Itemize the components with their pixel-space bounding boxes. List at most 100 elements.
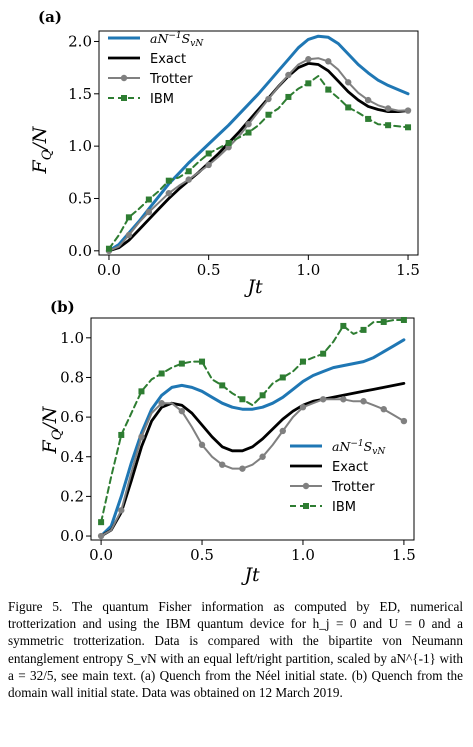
data-point [118,431,125,438]
series-line [100,398,405,537]
data-point [138,388,145,395]
plot-frame [90,317,415,541]
caption-text: Figure 5. The quantum Fisher information… [8,599,463,701]
data-point [199,358,206,365]
data-point [279,427,286,435]
data-point [405,124,412,131]
data-point [118,507,125,514]
data-point [178,360,185,367]
data-point [105,245,112,252]
legend-marker [121,95,127,101]
data-point [259,453,266,460]
y-tick-label: 0.8 [60,368,84,386]
data-point [385,122,392,129]
x-tick-label: 0.0 [89,546,113,564]
x-tick-label: 1.0 [291,546,315,564]
data-point [400,417,408,425]
data-point [245,129,252,136]
data-point [360,398,367,405]
legend-label: aN−1SvN [150,31,204,49]
data-point [219,382,226,389]
data-point [125,231,133,239]
data-point [299,403,307,411]
x-tick-label: 0.5 [197,261,221,279]
data-point [380,405,387,413]
data-point [198,441,206,449]
x-tick-label: 0.5 [190,546,214,564]
x-axis-label-a: Jt [243,276,263,298]
x-tick-label: 1.5 [396,261,420,279]
chart-panel-a: (a) FQ/N Jt 0.0 0.5 1.0 1.5 0.0 0.5 1.0 1.5 2.0 a… [29,8,420,298]
legend-label: aN−1SvN [332,439,386,457]
y-tick-label: 1.0 [60,329,84,347]
data-point [365,115,372,122]
data-point [158,400,165,407]
data-point [380,318,387,325]
data-point [245,120,252,128]
data-point [98,519,105,526]
data-point [404,107,412,114]
series-line [108,75,409,250]
y-tick-label: 0.5 [68,189,92,207]
data-point [205,150,212,157]
plot-frame [98,30,419,256]
data-point [265,95,272,103]
data-point [145,208,153,216]
data-point [325,86,332,93]
data-point [285,93,292,100]
data-point [158,370,165,377]
series-line [99,338,406,538]
data-point [185,176,192,183]
figure-caption: Figure 5. The quantum Fisher information… [8,598,463,701]
x-tick-label: 1.5 [392,546,416,564]
series-line [99,381,406,538]
data-point [319,396,327,403]
y-tick-label: 2.0 [68,32,92,50]
data-point [219,461,226,468]
data-point [165,177,172,184]
data-point [178,407,186,415]
legend-label: Trotter [331,480,375,495]
legend: aN−1SvN Exact Trotter IBM [108,31,204,107]
series-line [100,319,405,524]
panel-label-a: (a) [38,8,62,26]
data-point [360,326,367,333]
y-tick-label: 0.2 [60,487,84,505]
data-point [239,396,246,403]
data-point [345,104,352,111]
y-axis-label-b: FQ/N [39,405,65,454]
y-axis-label-a: FQ/N [29,125,55,174]
y-tick-label: 0.4 [60,448,84,466]
data-point [279,374,286,381]
legend-marker [303,503,309,509]
data-point [259,392,266,399]
y-tick-label: 0.0 [60,527,84,545]
legend-label: Exact [150,52,186,67]
data-point [145,196,152,203]
plot-area-a: 0.0 0.5 1.0 1.5 0.0 0.5 1.0 1.5 2.0 aN−1SvN Exact T… [68,30,420,279]
data-point [205,161,212,169]
legend-marker [120,74,128,82]
series-line [107,62,410,253]
legend: aN−1SvN Exact Trotter IBM [290,439,386,515]
data-point [138,433,145,441]
data-point [364,96,372,104]
data-point [125,214,132,221]
x-tick-label: 0.0 [97,261,121,279]
legend-label: Exact [332,460,368,475]
y-tick-label: 0.0 [68,242,92,260]
data-point [185,168,192,175]
chart-panel-b: (b) FQ/N Jt 0.0 0.5 1.0 1.5 0.0 0.2 0.4 0.6 0.8 1… [39,298,416,586]
data-point [285,71,292,79]
legend-label: IBM [150,92,174,107]
data-point [239,465,246,472]
y-tick-label: 1.5 [68,85,92,103]
data-point [305,80,312,87]
legend-marker [302,482,310,490]
data-point [345,79,352,86]
plot-area-b: 0.0 0.5 1.0 1.5 0.0 0.2 0.4 0.6 0.8 1.0 aN−1SvN Exa… [60,316,416,564]
figure-canvas: (a) FQ/N Jt 0.0 0.5 1.0 1.5 0.0 0.5 1.0 1.5 2.0 a… [29,8,420,586]
x-axis-label-b: Jt [240,564,260,586]
data-point [165,190,172,197]
data-point [340,396,347,403]
